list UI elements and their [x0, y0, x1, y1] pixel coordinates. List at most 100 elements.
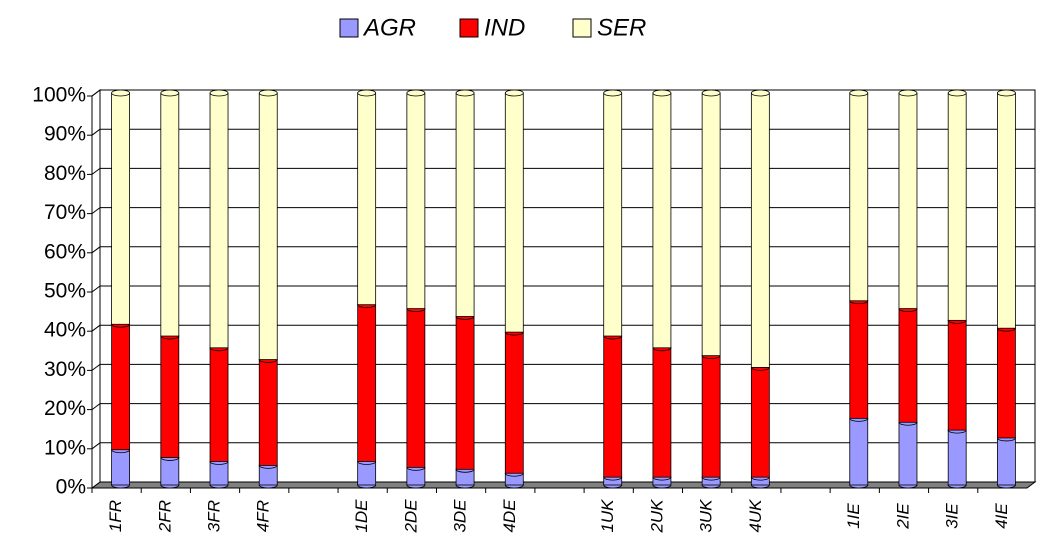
side-grid-line [91, 246, 101, 254]
y-tick-label: 0% [56, 476, 86, 499]
x-tick-label: 4DE [500, 499, 519, 533]
bar-segment [406, 92, 426, 310]
x-tick-label: 1FR [106, 500, 125, 532]
segment-cap [898, 89, 918, 97]
legend-label: IND [484, 14, 525, 41]
bar-segment [996, 437, 1016, 486]
x-tick-label: 3FR [205, 500, 224, 532]
legend-label: SER [597, 14, 646, 41]
segment-cap [258, 89, 278, 97]
bar-segment [947, 92, 967, 321]
x-tick-label: 2IE [893, 503, 912, 530]
bar-segment [996, 327, 1016, 439]
y-tick-label: 70% [44, 201, 86, 224]
x-tick-label: 2DE [401, 499, 420, 534]
side-grid-line [91, 167, 101, 175]
segment-cap [996, 89, 1016, 97]
bar-segment [160, 92, 180, 337]
side-grid-line [91, 442, 101, 450]
side-grid-line [91, 128, 101, 136]
bar-segment [406, 308, 426, 468]
bar-segment [947, 319, 967, 431]
segment-cap [160, 89, 180, 97]
bar-segment [209, 347, 229, 462]
bar-segment [603, 92, 623, 337]
bar-segment [652, 92, 672, 349]
segment-cap [357, 89, 377, 97]
segment-cap [701, 89, 721, 97]
segment-cap [603, 89, 623, 97]
x-tick-label: 4FR [254, 500, 273, 532]
segment-cap [406, 89, 426, 97]
segment-cap [652, 89, 672, 97]
x-tick-label: 1DE [352, 499, 371, 533]
segment-cap [209, 89, 229, 97]
bar-segment [603, 335, 623, 478]
x-tick-label: 1UK [598, 499, 617, 533]
side-grid-line [91, 285, 101, 293]
y-tick-label: 50% [44, 280, 86, 303]
bar-segment [160, 335, 180, 458]
y-tick-label: 90% [44, 123, 86, 146]
bar-segment [455, 92, 475, 317]
bar-segment [849, 300, 869, 419]
x-tick-label: 3IE [943, 503, 962, 529]
bar-segment [947, 429, 967, 486]
x-tick-label: 3DE [451, 499, 470, 533]
side-grid-line [91, 89, 101, 97]
bar-segment [898, 308, 918, 423]
legend-label: AGR [362, 14, 416, 41]
floor [90, 481, 1037, 489]
bar-segment [111, 449, 131, 486]
legend-swatch [459, 18, 479, 38]
segment-cap [504, 89, 524, 97]
y-tick-label: 100% [32, 84, 86, 107]
bar-segment [996, 92, 1016, 329]
bar-segment [750, 366, 770, 478]
bar-segment [111, 92, 131, 325]
x-tick-label: 2FR [155, 500, 174, 533]
bar-segment [258, 359, 278, 466]
legend-swatch [339, 18, 359, 38]
bar-segment [258, 92, 278, 360]
bar-segment [849, 92, 869, 302]
bar-segment [652, 347, 672, 478]
side-grid-line [91, 363, 101, 371]
bar-segment [357, 461, 377, 486]
y-tick-label: 20% [44, 397, 86, 420]
bar-segment [111, 323, 131, 451]
side-grid-line [91, 403, 101, 411]
y-tick-label: 30% [44, 358, 86, 381]
bar-segment [209, 461, 229, 486]
bar-segment [750, 92, 770, 368]
bar-segment [357, 92, 377, 306]
bar-segment [898, 421, 918, 486]
side-grid-line [91, 207, 101, 215]
bar-segment [504, 331, 524, 474]
segment-cap [849, 89, 869, 97]
segment-cap [111, 89, 131, 97]
bar-segment [357, 304, 377, 462]
bar-segment [504, 92, 524, 333]
segment-cap [750, 89, 770, 97]
x-tick-label: 1IE [844, 503, 863, 529]
x-tick-label: 4IE [992, 503, 1011, 529]
bar-segment [160, 457, 180, 486]
y-tick-label: 60% [44, 240, 86, 263]
segment-cap [455, 89, 475, 97]
y-tick-label: 10% [44, 436, 86, 459]
x-tick-label: 4UK [746, 499, 765, 533]
x-tick-label: 3UK [697, 499, 716, 533]
legend-swatch [572, 18, 592, 38]
x-tick-label: 2UK [647, 499, 666, 534]
segment-cap [947, 89, 967, 97]
y-tick-label: 40% [44, 319, 86, 342]
bar-segment [701, 92, 721, 357]
bar-segment [701, 355, 721, 478]
bar-segment [455, 316, 475, 470]
y-tick-label: 80% [44, 162, 86, 185]
bar-segment [209, 92, 229, 349]
side-grid-line [91, 324, 101, 332]
bar-segment [849, 417, 869, 486]
